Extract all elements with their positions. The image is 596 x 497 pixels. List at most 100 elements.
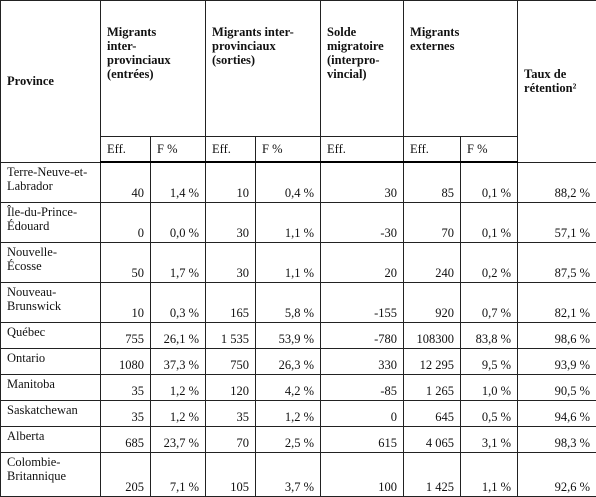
value-cell: 26,1 % <box>151 323 206 349</box>
value-cell: 0 <box>101 203 151 243</box>
value-cell: 53,9 % <box>256 323 321 349</box>
value-cell: 615 <box>321 427 404 453</box>
value-cell: 94,6 % <box>518 401 596 427</box>
value-cell: 37,3 % <box>151 349 206 375</box>
province-cell: Ontario <box>1 349 101 375</box>
value-cell: 1 425 <box>404 453 461 497</box>
sub-header: F % <box>256 137 321 163</box>
value-cell: 0,1 % <box>461 162 518 203</box>
value-cell: 88,2 % <box>518 162 596 203</box>
value-cell: 70 <box>206 427 256 453</box>
value-cell: 87,5 % <box>518 243 596 283</box>
value-cell: 0,7 % <box>461 283 518 323</box>
column-header: Migrants inter- provinciaux (entrées) <box>101 1 206 137</box>
value-cell: 4 065 <box>404 427 461 453</box>
value-cell: -780 <box>321 323 404 349</box>
value-cell: 35 <box>206 401 256 427</box>
value-cell: 0,4 % <box>256 162 321 203</box>
value-cell: 23,7 % <box>151 427 206 453</box>
value-cell: 685 <box>101 427 151 453</box>
value-cell: 1,7 % <box>151 243 206 283</box>
value-cell: 35 <box>101 375 151 401</box>
value-cell: 105 <box>206 453 256 497</box>
column-header: Province <box>1 1 101 163</box>
value-cell: 93,9 % <box>518 349 596 375</box>
value-cell: 1,1 % <box>461 453 518 497</box>
value-cell: 0,3 % <box>151 283 206 323</box>
value-cell: 30 <box>206 203 256 243</box>
value-cell: 20 <box>321 243 404 283</box>
value-cell: 9,5 % <box>461 349 518 375</box>
value-cell: 82,1 % <box>518 283 596 323</box>
column-header: Taux de rétention² <box>518 1 596 163</box>
value-cell: 165 <box>206 283 256 323</box>
value-cell: 240 <box>404 243 461 283</box>
value-cell: -30 <box>321 203 404 243</box>
value-cell: 2,5 % <box>256 427 321 453</box>
value-cell: 7,1 % <box>151 453 206 497</box>
value-cell: -85 <box>321 375 404 401</box>
value-cell: 1080 <box>101 349 151 375</box>
province-cell: Nouvelle- Écosse <box>1 243 101 283</box>
value-cell: 30 <box>206 243 256 283</box>
value-cell: 98,6 % <box>518 323 596 349</box>
province-cell: Île-du-Prince- Édouard <box>1 203 101 243</box>
value-cell: 26,3 % <box>256 349 321 375</box>
column-header: Migrants inter- provinciaux (sorties) <box>206 1 321 137</box>
value-cell: 1,2 % <box>151 375 206 401</box>
value-cell: 85 <box>404 162 461 203</box>
sub-header: Eff. <box>101 137 151 163</box>
value-cell: 1,4 % <box>151 162 206 203</box>
value-cell: 0,5 % <box>461 401 518 427</box>
value-cell: 0,0 % <box>151 203 206 243</box>
sub-header: F % <box>151 137 206 163</box>
value-cell: 108300 <box>404 323 461 349</box>
value-cell: 1,1 % <box>256 243 321 283</box>
value-cell: 330 <box>321 349 404 375</box>
value-cell: 12 295 <box>404 349 461 375</box>
value-cell: 120 <box>206 375 256 401</box>
value-cell: 1,2 % <box>256 401 321 427</box>
province-cell: Manitoba <box>1 375 101 401</box>
value-cell: 750 <box>206 349 256 375</box>
value-cell: 0,1 % <box>461 203 518 243</box>
value-cell: -155 <box>321 283 404 323</box>
sub-header: Eff. <box>206 137 256 163</box>
value-cell: 205 <box>101 453 151 497</box>
value-cell: 57,1 % <box>518 203 596 243</box>
value-cell: 50 <box>101 243 151 283</box>
value-cell: 1 265 <box>404 375 461 401</box>
value-cell: 755 <box>101 323 151 349</box>
province-cell: Terre-Neuve-et- Labrador <box>1 162 101 203</box>
sub-header: Eff. <box>321 137 404 163</box>
value-cell: 645 <box>404 401 461 427</box>
value-cell: 83,8 % <box>461 323 518 349</box>
sub-header: Eff. <box>404 137 461 163</box>
sub-header: F % <box>461 137 518 163</box>
value-cell: 100 <box>321 453 404 497</box>
value-cell: 10 <box>206 162 256 203</box>
province-cell: Saskatchewan <box>1 401 101 427</box>
province-cell: Québec <box>1 323 101 349</box>
value-cell: 98,3 % <box>518 427 596 453</box>
value-cell: 0 <box>321 401 404 427</box>
value-cell: 70 <box>404 203 461 243</box>
value-cell: 1 535 <box>206 323 256 349</box>
value-cell: 4,2 % <box>256 375 321 401</box>
value-cell: 1,2 % <box>151 401 206 427</box>
column-header: Solde migratoire (interpro- vincial) <box>321 1 404 137</box>
value-cell: 5,8 % <box>256 283 321 323</box>
province-cell: Nouveau- Brunswick <box>1 283 101 323</box>
value-cell: 1,0 % <box>461 375 518 401</box>
value-cell: 1,1 % <box>256 203 321 243</box>
value-cell: 35 <box>101 401 151 427</box>
value-cell: 920 <box>404 283 461 323</box>
province-cell: Colombie- Britannique <box>1 453 101 497</box>
